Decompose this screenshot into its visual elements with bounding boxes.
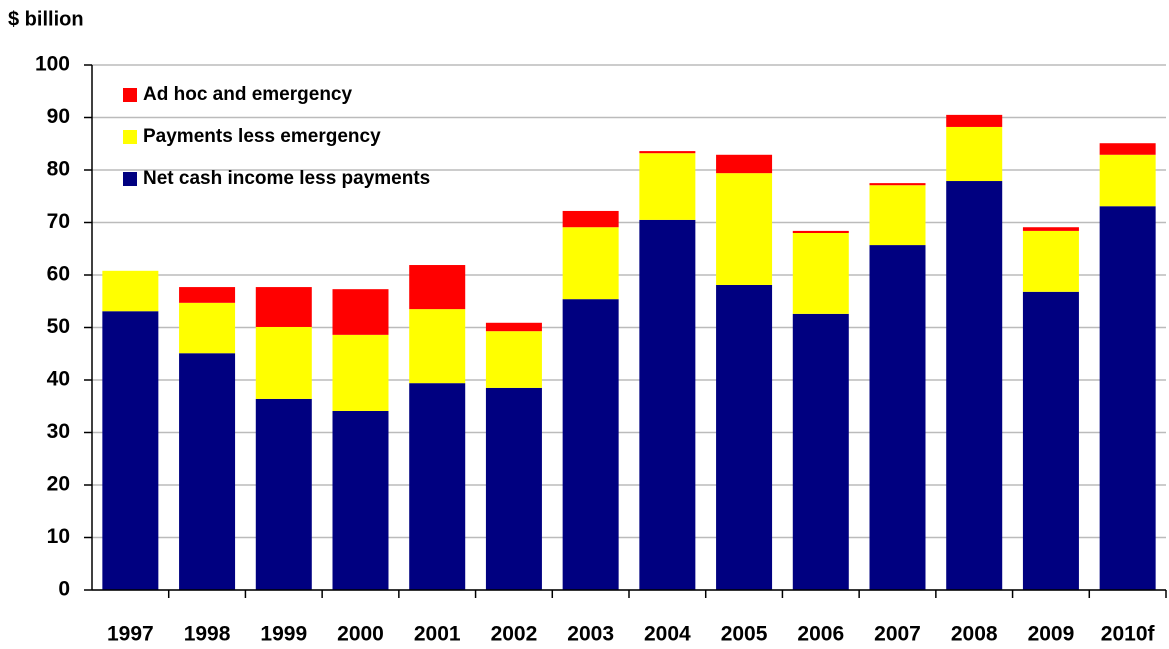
x-tick-label: 2010f [1101,623,1156,646]
bar-segment [1022,227,1079,231]
x-tick-label: 2000 [337,623,384,646]
bar-segment [409,265,466,310]
bar-segment [562,210,619,228]
bar-segment [1099,154,1156,207]
bar-segment [102,270,159,312]
bar-segment [869,185,926,246]
bar-segment [409,309,466,384]
x-tick-label: 2008 [951,623,998,646]
bar-segment [792,313,849,590]
bar-segment [1022,230,1079,292]
y-tick-label: 100 [35,53,70,76]
x-tick-label: 1999 [260,623,307,646]
bar-segment [869,245,926,590]
bar-segment [255,398,312,590]
bar-segment [255,326,312,399]
bar-segment [179,287,236,303]
bar-segment [485,331,542,388]
y-tick-label: 70 [47,210,70,233]
bar-segment [485,387,542,590]
x-tick-label: 2004 [644,623,691,646]
x-tick-label: 1997 [107,623,154,646]
y-tick-label: 30 [47,420,70,443]
bar-segment [332,334,389,411]
bar-segment [869,183,926,186]
bar-segment [102,311,159,590]
legend-label: Net cash income less payments [143,168,430,189]
bar-segment [946,126,1003,182]
bar-segment [1099,206,1156,590]
bar-segment [639,151,696,154]
x-tick-label: 1998 [184,623,231,646]
bar-segment [179,302,236,354]
x-tick-label: 2007 [874,623,921,646]
bar-segment [639,219,696,590]
bar-segment [716,173,773,285]
bar-segment [255,287,312,327]
x-tick-label: 2003 [567,623,614,646]
legend-swatch [123,130,137,144]
legend-swatch [123,172,137,186]
bar-segment [716,154,773,174]
bar-segment [946,114,1003,127]
x-tick-label: 2009 [1028,623,1075,646]
y-tick-label: 20 [47,473,70,496]
x-tick-label: 2001 [414,623,461,646]
legend-swatch [123,88,137,102]
bar-segment [562,227,619,300]
bar-segment [332,289,389,335]
bar-segment [332,410,389,590]
y-tick-label: 50 [47,315,70,338]
y-tick-label: 90 [47,105,70,128]
y-axis-title: $ billion [8,8,84,30]
legend-label: Ad hoc and emergency [143,84,352,105]
bar-segment [1099,143,1156,155]
y-tick-label: 40 [47,368,70,391]
y-tick-label: 0 [58,578,70,601]
bar-segment [485,322,542,332]
y-tick-label: 10 [47,525,70,548]
bar-segment [946,181,1003,590]
legend-label: Payments less emergency [143,126,381,147]
bar-segment [639,153,696,220]
x-tick-label: 2005 [721,623,768,646]
bar-segment [1022,291,1079,590]
bar-segment [179,353,236,590]
bar-segment [562,299,619,590]
bar-segment [792,233,849,314]
bar-segment [792,230,849,233]
y-tick-label: 60 [47,263,70,286]
x-tick-label: 2006 [797,623,844,646]
bar-segment [409,383,466,590]
bar-segment [716,284,773,590]
x-tick-label: 2002 [491,623,538,646]
y-tick-label: 80 [47,158,70,181]
